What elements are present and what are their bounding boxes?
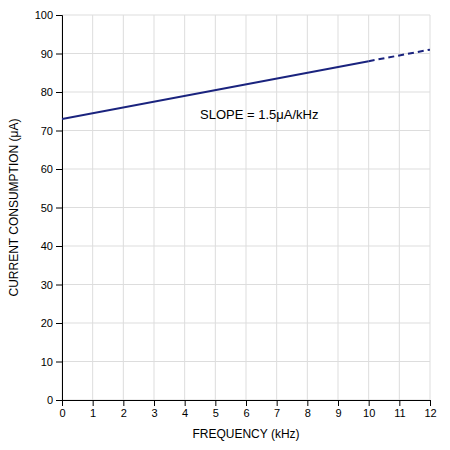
y-tick: 10 xyxy=(41,356,62,368)
tick-mark xyxy=(430,400,431,406)
axis-line xyxy=(56,16,63,401)
tick-label: 50 xyxy=(41,202,53,214)
grid-line-y xyxy=(62,92,430,93)
tick-mark xyxy=(56,208,62,209)
tick-mark xyxy=(154,400,155,406)
tick-label: 60 xyxy=(41,163,53,175)
tick-mark xyxy=(56,169,62,170)
grid xyxy=(62,15,430,400)
y-tick: 100 xyxy=(35,9,62,21)
tick-label: 4 xyxy=(182,407,188,419)
tick-label: 40 xyxy=(41,240,53,252)
y-tick: 60 xyxy=(41,163,62,175)
tick-mark xyxy=(93,400,94,406)
tick-label: 12 xyxy=(424,407,436,419)
y-tick: 70 xyxy=(41,125,62,137)
x-tick: 1 xyxy=(90,400,96,419)
grid-line-y xyxy=(62,246,430,247)
y-tick: 0 xyxy=(47,394,62,406)
tick-label: 1 xyxy=(90,407,96,419)
grid-line-y xyxy=(62,207,430,208)
x-tick: 6 xyxy=(243,400,249,419)
x-tick: 8 xyxy=(305,400,311,419)
tick-mark xyxy=(56,246,62,247)
tick-label: 2 xyxy=(121,407,127,419)
grid-line-y xyxy=(62,130,430,131)
y-tick: 90 xyxy=(41,48,62,60)
x-tick: 3 xyxy=(151,400,157,419)
tick-mark xyxy=(338,400,339,406)
x-tick: 9 xyxy=(335,400,341,419)
y-tick: 20 xyxy=(41,317,62,329)
x-axis: 0123456789101112 xyxy=(59,400,436,419)
grid-line-y xyxy=(62,53,430,54)
tick-mark xyxy=(56,92,62,93)
x-tick: 0 xyxy=(59,400,65,419)
tick-label: 0 xyxy=(59,407,65,419)
grid-line-y xyxy=(62,15,430,16)
grid-line-y xyxy=(62,361,430,362)
tick-mark xyxy=(56,131,62,132)
x-tick: 7 xyxy=(274,400,280,419)
tick-label: 7 xyxy=(274,407,280,419)
annotation: SLOPE = 1.5μA/kHz xyxy=(200,107,318,122)
tick-label: 30 xyxy=(41,279,53,291)
tick-label: 5 xyxy=(213,407,219,419)
chart: 01234567891011120102030405060708090100SL… xyxy=(0,0,450,450)
y-tick: 40 xyxy=(41,240,62,252)
x-tick: 2 xyxy=(121,400,127,419)
tick-mark xyxy=(307,400,308,406)
tick-mark xyxy=(369,400,370,406)
y-tick: 30 xyxy=(41,279,62,291)
tick-mark xyxy=(56,285,62,286)
tick-label: 10 xyxy=(41,356,53,368)
tick-mark xyxy=(56,54,62,55)
x-tick: 4 xyxy=(182,400,188,419)
tick-mark xyxy=(56,323,62,324)
tick-label: 80 xyxy=(41,86,53,98)
tick-mark xyxy=(215,400,216,406)
tick-mark xyxy=(277,400,278,406)
tick-mark xyxy=(185,400,186,406)
tick-mark xyxy=(399,400,400,406)
tick-label: 6 xyxy=(243,407,249,419)
x-tick: 10 xyxy=(363,400,375,419)
tick-label: 10 xyxy=(363,407,375,419)
x-tick: 5 xyxy=(213,400,219,419)
tick-mark xyxy=(56,15,62,16)
x-axis-title: FREQUENCY (kHz) xyxy=(192,427,299,441)
grid-line-y xyxy=(62,284,430,285)
x-tick: 11 xyxy=(394,400,405,419)
tick-mark xyxy=(123,400,124,406)
tick-label: 0 xyxy=(47,394,53,406)
grid-line-y xyxy=(62,169,430,170)
tick-label: 8 xyxy=(305,407,311,419)
tick-label: 70 xyxy=(41,125,53,137)
tick-mark xyxy=(246,400,247,406)
tick-label: 100 xyxy=(35,9,53,21)
tick-label: 20 xyxy=(41,317,53,329)
tick-label: 3 xyxy=(151,407,157,419)
y-axis: 0 10 20 30 40 50 60 70 80 90 100 xyxy=(35,9,63,406)
tick-label: 11 xyxy=(394,407,405,419)
y-tick: 80 xyxy=(41,86,62,98)
tick-mark xyxy=(56,362,62,363)
x-tick: 12 xyxy=(424,400,436,419)
line xyxy=(369,50,430,62)
y-axis-title: CURRENT CONSUMPTION (μA) xyxy=(7,118,21,296)
tick-label: 90 xyxy=(41,48,53,60)
axis-line xyxy=(63,401,431,407)
tick-mark xyxy=(56,400,62,401)
grid-line-y xyxy=(62,323,430,324)
tick-label: 9 xyxy=(335,407,341,419)
y-tick: 50 xyxy=(41,202,62,214)
